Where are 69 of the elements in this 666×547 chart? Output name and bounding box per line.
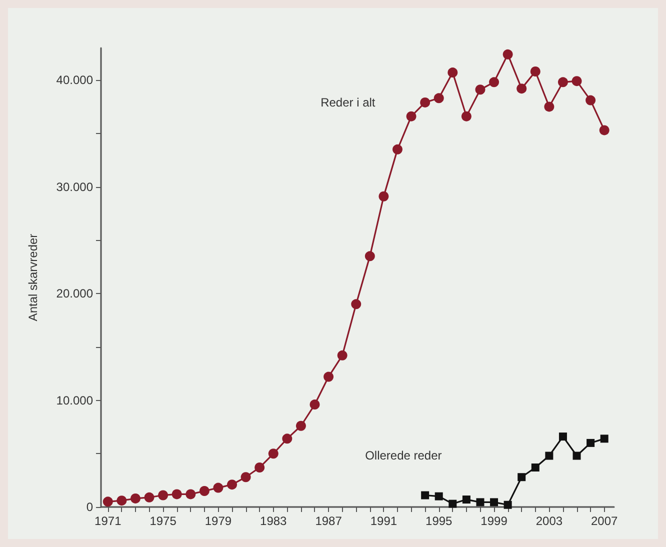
point (586, 95, 596, 106)
x-tick-label: 2007 (590, 514, 618, 528)
point (600, 434, 608, 443)
text: Reder i alt (320, 95, 376, 110)
point (531, 464, 540, 472)
point (199, 486, 210, 496)
y-axis-title: Antal skarvreder (26, 234, 40, 322)
point (518, 473, 526, 482)
point (434, 93, 444, 104)
point (102, 496, 113, 507)
point (324, 372, 334, 382)
point (462, 496, 470, 504)
point (544, 102, 554, 112)
point (337, 350, 348, 360)
x-tick-label: 1971 (94, 514, 122, 528)
point (586, 438, 595, 447)
point (240, 472, 251, 482)
point (545, 452, 554, 460)
point (448, 500, 457, 508)
point (421, 491, 430, 500)
x-tick-label: 1979 (204, 514, 232, 528)
x-tick-label: 1983 (260, 514, 288, 528)
point (490, 498, 498, 506)
point (504, 500, 512, 509)
point (254, 462, 265, 472)
point (558, 432, 567, 441)
x-tick-label: 2003 (536, 514, 563, 528)
point (558, 77, 568, 88)
y-tick-label: 30.000 (56, 180, 94, 194)
x-tick-label: 1975 (150, 514, 177, 528)
point (476, 498, 484, 506)
x-tick-label: 1991 (370, 514, 398, 528)
y-tick-label: 20.000 (56, 286, 94, 301)
point (516, 84, 527, 94)
point (475, 84, 486, 95)
point (351, 299, 362, 310)
point (434, 492, 443, 500)
point (296, 420, 306, 431)
point (213, 482, 224, 493)
x-tick-label: 1987 (315, 514, 342, 528)
point (392, 144, 402, 154)
x-tick-label: 1995 (426, 514, 453, 528)
point (489, 77, 500, 88)
point (599, 125, 610, 136)
point (310, 400, 320, 410)
point (364, 251, 375, 262)
point (461, 111, 472, 122)
y-tick-label: 10.000 (56, 393, 94, 408)
text: Ollerede reder (365, 448, 442, 462)
point (572, 76, 582, 86)
point (572, 452, 581, 460)
point (227, 480, 238, 490)
point (144, 492, 154, 502)
point (406, 111, 416, 122)
point (448, 68, 458, 78)
point (158, 490, 168, 500)
y-tick-label: 40.000 (56, 73, 94, 88)
point (378, 191, 389, 202)
point (172, 489, 182, 500)
point (502, 49, 513, 60)
point (186, 489, 196, 500)
point (420, 97, 430, 108)
y-tick-label: 0 (86, 500, 94, 514)
x-tick-label: 1999 (480, 514, 508, 528)
point (116, 496, 127, 506)
point (130, 493, 140, 504)
point (268, 448, 278, 459)
point (530, 66, 540, 76)
point (282, 434, 292, 444)
